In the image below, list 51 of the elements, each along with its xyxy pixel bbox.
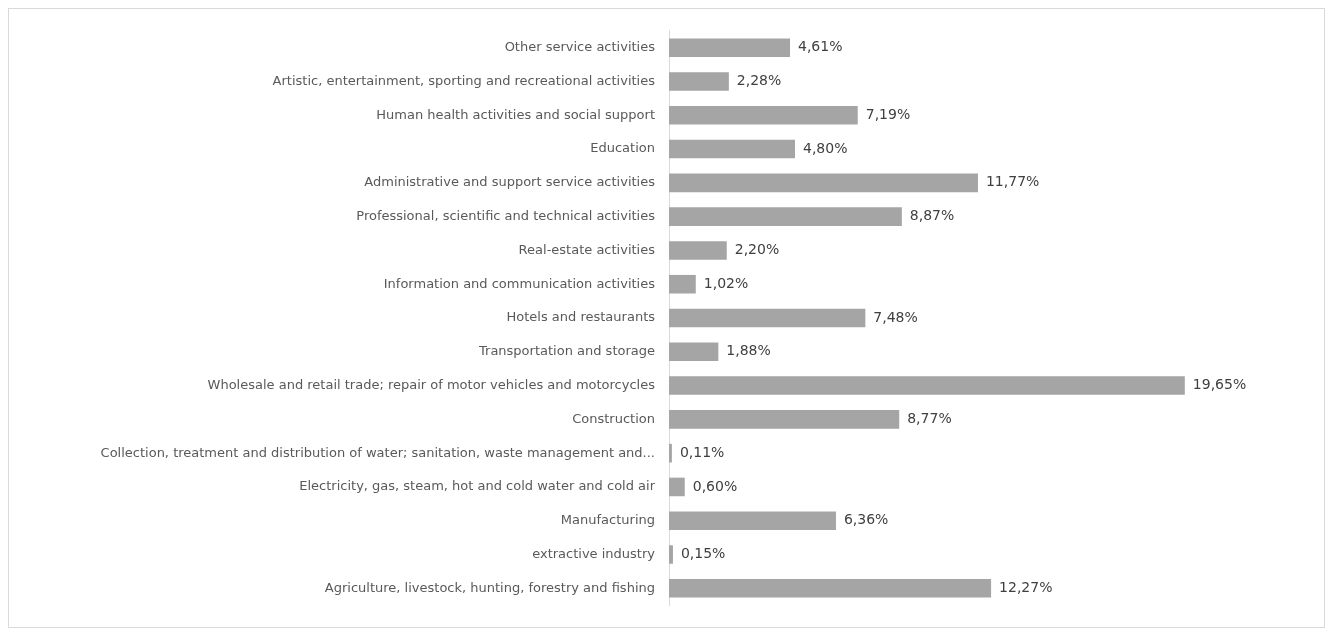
y-tick-label: Administrative and support service activities — [364, 174, 656, 190]
bar — [669, 579, 992, 598]
y-tick-label: Collection, treatment and distribution of water; sanitation, waste management and... — [100, 444, 655, 460]
data-label: 11,77% — [985, 173, 1040, 190]
y-tick-label: Agriculture, livestock, hunting, forestry and fishing — [324, 579, 655, 595]
bar — [669, 477, 685, 497]
data-label: 1,88% — [726, 342, 771, 359]
data-label: 1,02% — [703, 274, 749, 291]
bar — [669, 72, 729, 91]
y-tick-label: Other service activities — [504, 39, 656, 55]
bar — [669, 139, 795, 159]
data-label: 2,20% — [734, 241, 780, 258]
data-label: 8,77% — [907, 410, 952, 427]
y-tick-label: Manufacturing — [560, 512, 655, 528]
data-label: 6,36% — [843, 511, 889, 528]
bar — [669, 274, 696, 294]
bar — [669, 38, 791, 57]
y-tick-label: Artistic, entertainment, sporting and recreational activities — [272, 72, 656, 88]
bar — [669, 376, 1185, 395]
data-label: 7,48% — [873, 308, 918, 325]
bar — [669, 308, 866, 328]
data-label: 0,11% — [679, 443, 725, 460]
data-label: 4,61% — [798, 38, 843, 55]
data-label: 0,60% — [692, 477, 738, 494]
y-tick-label: Hotels and restaurants — [506, 309, 656, 325]
data-label: 0,15% — [680, 545, 726, 562]
y-tick-label: Professional, scientific and technical activities — [356, 208, 656, 224]
y-tick-label: Human health activities and social support — [376, 106, 655, 122]
data-label: 2,28% — [736, 72, 782, 89]
y-tick-label: Transportation and storage — [478, 343, 655, 359]
bar — [669, 443, 672, 463]
data-label: 8,87% — [909, 207, 955, 224]
bar — [669, 342, 719, 362]
data-label: 19,65% — [1192, 376, 1247, 393]
y-tick-label: Real-estate activities — [518, 241, 656, 257]
y-tick-label: Electricity, gas, steam, hot and cold water and cold air — [299, 478, 656, 494]
bar — [669, 241, 727, 260]
bar — [669, 105, 858, 125]
bar — [669, 173, 978, 193]
y-tick-label: Information and communication activities — [383, 275, 656, 291]
y-tick-label: extractive industry — [532, 545, 656, 561]
bar — [669, 410, 900, 429]
bar — [669, 545, 673, 564]
data-label: 7,19% — [865, 105, 911, 122]
data-label: 4,80% — [803, 139, 848, 156]
bar — [669, 511, 836, 531]
y-tick-label: Wholesale and retail trade; repair of motor vehicles and motorcycles — [207, 376, 656, 392]
y-tick-label: Education — [590, 140, 655, 156]
y-tick-label: Construction — [572, 410, 655, 426]
data-label: 12,27% — [999, 578, 1053, 595]
bar — [669, 207, 902, 226]
